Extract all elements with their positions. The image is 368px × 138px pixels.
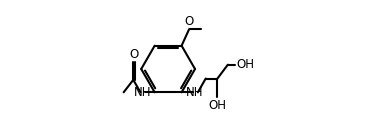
Text: NH: NH	[186, 86, 204, 99]
Text: O: O	[184, 15, 194, 28]
Text: OH: OH	[237, 58, 255, 71]
Text: O: O	[130, 48, 139, 61]
Text: NH: NH	[134, 86, 152, 99]
Text: OH: OH	[208, 99, 226, 112]
